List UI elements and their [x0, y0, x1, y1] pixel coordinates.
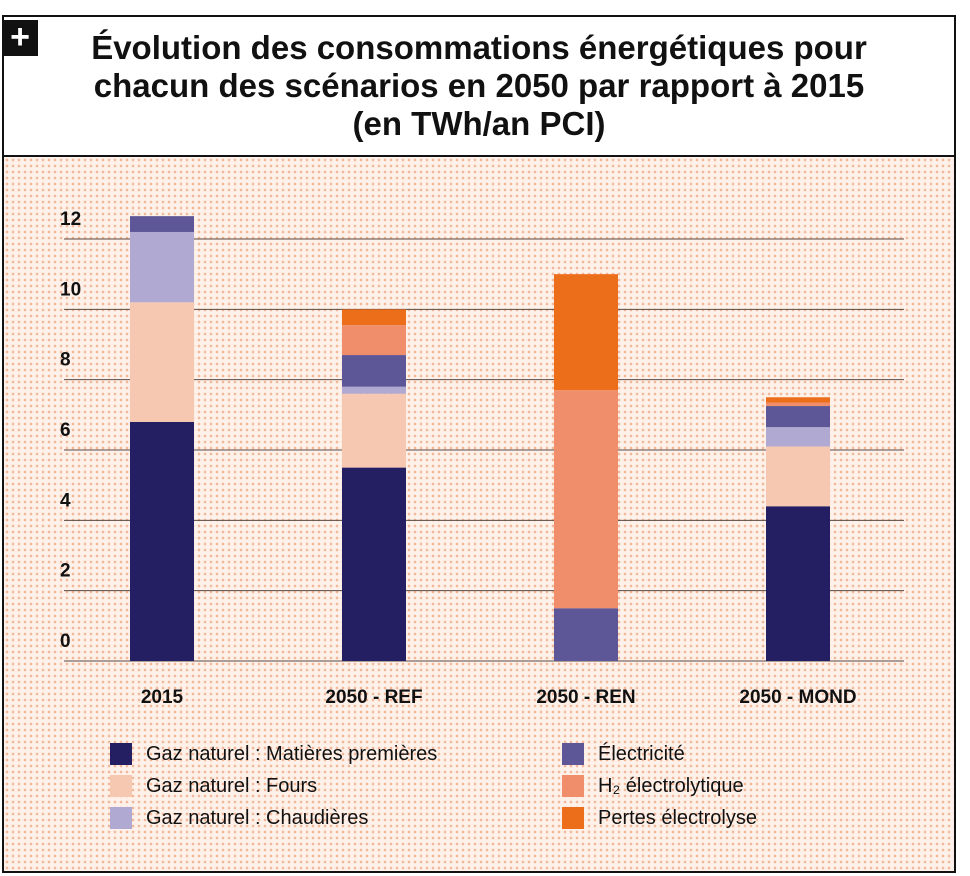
y-tick-label: 10 [60, 279, 81, 300]
legend-item: Gaz naturel : Fours [110, 772, 317, 800]
bar-segment [766, 402, 830, 407]
legend-item: Électricité [562, 740, 685, 768]
y-tick-label: 2 [60, 561, 71, 582]
x-tick-label: 2050 - REF [325, 687, 422, 708]
legend-label: Pertes électrolyse [598, 806, 757, 829]
x-axis-ticks: 2015 2050 - REF 2050 - REN 2050 - MOND [141, 687, 857, 708]
legend-swatch [110, 775, 132, 797]
bar-segment [342, 386, 406, 394]
bar-segment [130, 421, 194, 661]
bar-segment [342, 309, 406, 326]
legend-item: H₂ électrolytique [562, 772, 744, 800]
bar-segment [130, 231, 194, 303]
legend-swatch [562, 775, 584, 797]
bar-segment [554, 608, 618, 661]
x-tick-label: 2050 - MOND [739, 687, 856, 708]
grid-lines [64, 238, 904, 662]
bar-segment [130, 216, 194, 232]
legend-swatch [562, 807, 584, 829]
y-tick-label: 4 [60, 490, 71, 511]
bar-segment [342, 393, 406, 468]
legend-item: Gaz naturel : Matières premières [110, 740, 437, 768]
legend: Gaz naturel : Matières premières Gaz natu… [110, 740, 910, 830]
bar-segment [554, 274, 618, 391]
bars [130, 216, 830, 661]
bar-segment [130, 302, 194, 422]
x-tick-label: 2050 - REN [536, 687, 635, 708]
y-tick-label: 12 [60, 209, 81, 230]
x-tick-label: 2015 [141, 687, 184, 708]
y-tick-label: 8 [60, 350, 71, 371]
chart-title: Évolution des consommations énergétiques… [91, 29, 867, 142]
bar-segment [342, 325, 406, 356]
bar-segment [766, 446, 830, 507]
bar-segment [554, 390, 618, 609]
chart-area: 12 10 8 6 4 2 0 2015 2050 - REF 2050 - REN 2050 -… [4, 157, 954, 871]
bar-segment [342, 355, 406, 387]
bar-segment [342, 467, 406, 661]
legend-label: Gaz naturel : Fours [146, 774, 318, 797]
legend-label: H₂ électrolytique [598, 774, 744, 797]
bar-segment [766, 427, 830, 447]
bar-segment [766, 406, 830, 428]
legend-item: Gaz naturel : Chaudières [110, 804, 368, 832]
legend-label: Gaz naturel : Chaudières [146, 806, 369, 829]
y-tick-label: 0 [60, 631, 71, 652]
chart-plot: 12 10 8 6 4 2 0 2015 2050 - REF 2050 - REN 2050 -… [60, 209, 904, 708]
legend-label: Gaz naturel : Matières premières [146, 742, 438, 765]
legend-swatch [110, 743, 132, 765]
plus-icon[interactable]: + [2, 20, 38, 56]
y-tick-label: 6 [60, 420, 71, 441]
bar-segment [766, 397, 830, 403]
legend-item: Pertes électrolyse [562, 804, 757, 832]
y-axis-ticks: 12 10 8 6 4 2 0 [60, 209, 81, 652]
legend-swatch [562, 743, 584, 765]
bar-segment [766, 506, 830, 661]
legend-swatch [110, 807, 132, 829]
legend-label: Électricité [598, 742, 685, 765]
title-box: Évolution des consommations énergétiques… [4, 17, 954, 157]
